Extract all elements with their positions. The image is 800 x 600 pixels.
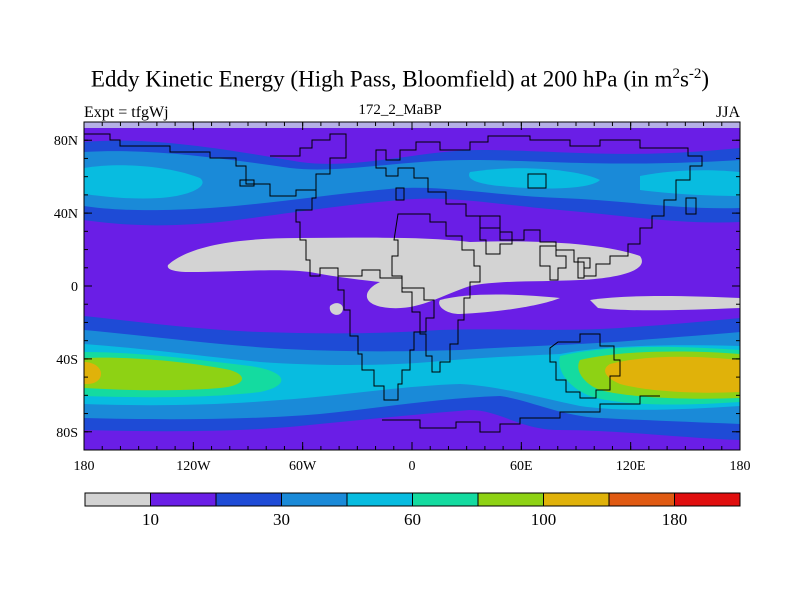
colorbar-label: 180 <box>662 510 688 529</box>
eke-field <box>84 122 740 450</box>
x-tick-label: 120E <box>616 459 646 474</box>
colorbar-label: 30 <box>273 510 290 529</box>
x-axis: 180 120W 60W 0 60E 120E 180 <box>74 122 751 474</box>
experiment-label: Expt = tfgWj <box>84 104 169 121</box>
x-tick-label: 60W <box>289 459 317 474</box>
sh-yellowgreen-atlantic <box>84 357 243 391</box>
season-label: JJA <box>715 104 740 121</box>
x-tick-label: 120W <box>176 459 211 474</box>
y-tick-label: 0 <box>71 280 78 295</box>
sh-orange-indopacific <box>605 356 740 393</box>
outline-japan <box>685 197 697 215</box>
colorbar-swatch <box>150 492 217 507</box>
tropics-gray-main <box>167 237 642 309</box>
colorbar-label: 60 <box>404 510 421 529</box>
outline-southeast-asia <box>577 257 591 279</box>
x-tick-label: 0 <box>409 459 416 474</box>
colorbar-swatch <box>84 492 151 507</box>
colorbar-swatch <box>543 492 610 507</box>
nh-lightblue-asia <box>469 168 600 189</box>
outline-eurasia <box>375 135 703 277</box>
sh-orange-atlantic <box>84 362 102 384</box>
outline-arabia <box>479 215 513 255</box>
chart-subtitle: 172_2_MaBP <box>358 102 442 118</box>
tropics-gray-islet <box>329 303 343 315</box>
colorbar-label: 100 <box>531 510 557 529</box>
outline-lake-1 <box>527 173 547 189</box>
colorbar: 10 30 60 100 180 <box>84 492 741 529</box>
colorbar-label: 10 <box>142 510 159 529</box>
outline-africa <box>391 213 481 373</box>
outline-north-america <box>84 133 339 277</box>
colorbar-swatch <box>674 492 741 507</box>
tropics-gray-indian <box>590 296 740 311</box>
colorbar-swatch <box>608 492 675 507</box>
x-tick-label: 60E <box>510 459 533 474</box>
outline-uk <box>395 187 405 201</box>
nh-lightblue-pacific <box>640 170 740 196</box>
y-tick-label: 80S <box>56 426 78 441</box>
colorbar-swatch <box>477 492 544 507</box>
tropics-gray-south-asia <box>439 294 560 314</box>
y-axis: 80N 40N 0 40S 80S <box>54 134 740 441</box>
colorbar-swatch <box>281 492 348 507</box>
nh-midblue-band <box>84 151 740 211</box>
x-tick-label: 180 <box>730 459 751 474</box>
colorbar-swatch <box>215 492 282 507</box>
y-tick-label: 40S <box>56 353 78 368</box>
outline-greenland <box>270 133 347 190</box>
outline-antarctica <box>382 395 660 433</box>
y-tick-label: 40N <box>54 207 78 222</box>
colorbar-swatch <box>346 492 413 507</box>
outline-india <box>539 245 567 281</box>
colorbar-swatch <box>412 492 479 507</box>
chart-title: Eddy Kinetic Energy (High Pass, Bloomfie… <box>90 66 710 92</box>
outline-lake-2 <box>239 179 255 187</box>
outline-australia <box>549 333 621 399</box>
y-tick-label: 80N <box>54 134 78 149</box>
nh-lightblue-atlantic <box>84 165 203 199</box>
continent-outlines <box>84 133 703 433</box>
x-tick-label: 180 <box>74 459 95 474</box>
